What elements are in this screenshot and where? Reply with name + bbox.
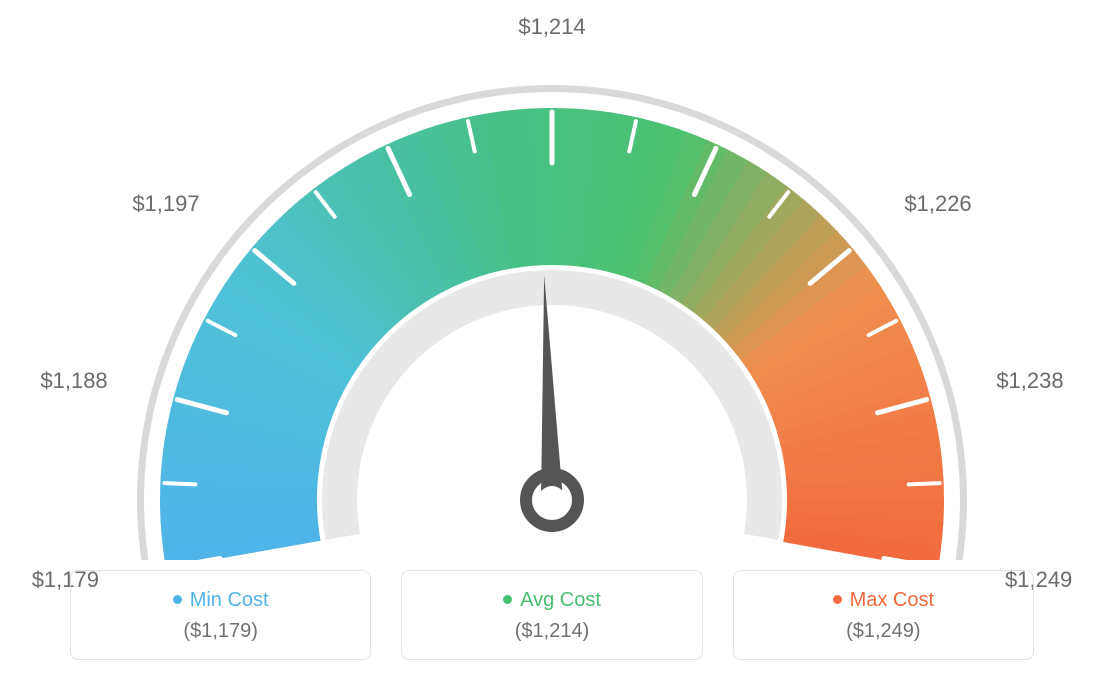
gauge-tick-label: $1,197 xyxy=(132,191,199,217)
legend-card-min: Min Cost ($1,179) xyxy=(70,570,371,660)
legend-row: Min Cost ($1,179) Avg Cost ($1,214) Max … xyxy=(70,570,1034,660)
gauge-tick-label: $1,226 xyxy=(904,191,971,217)
cost-gauge-chart: $1,179$1,188$1,197$1,214$1,226$1,238$1,2… xyxy=(0,0,1104,690)
legend-avg-value: ($1,214) xyxy=(412,620,691,643)
legend-card-avg: Avg Cost ($1,214) xyxy=(401,570,702,660)
gauge-tick-label: $1,238 xyxy=(996,368,1063,394)
legend-max-label: Max Cost xyxy=(744,589,1023,612)
legend-card-max: Max Cost ($1,249) xyxy=(733,570,1034,660)
legend-min-value: ($1,179) xyxy=(81,620,360,643)
legend-min-label: Min Cost xyxy=(81,589,360,612)
gauge-tick-label: $1,188 xyxy=(40,368,107,394)
gauge-area xyxy=(0,0,1104,560)
legend-avg-label: Avg Cost xyxy=(412,589,691,612)
legend-max-value: ($1,249) xyxy=(744,620,1023,643)
gauge-svg xyxy=(0,0,1104,560)
gauge-tick-label: $1,214 xyxy=(518,14,585,40)
